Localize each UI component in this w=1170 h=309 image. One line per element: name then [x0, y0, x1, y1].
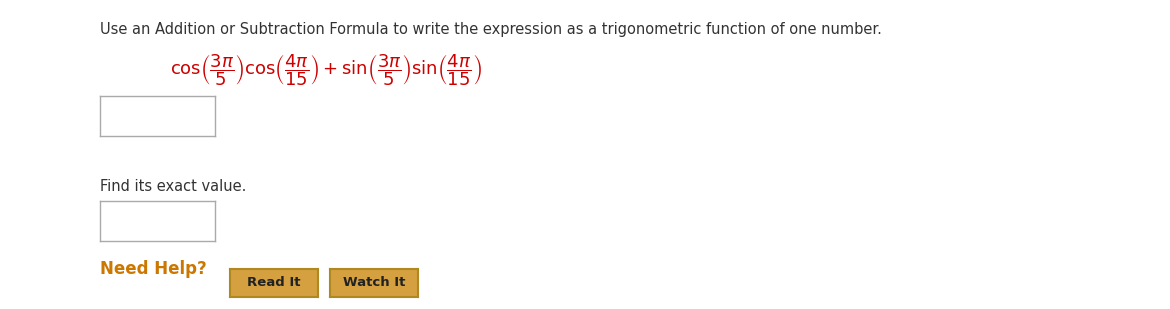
Text: Need Help?: Need Help? [99, 260, 207, 278]
Text: Use an Addition or Subtraction Formula to write the expression as a trigonometri: Use an Addition or Subtraction Formula t… [99, 22, 882, 37]
Text: $\cos\!\left(\dfrac{3\pi}{5}\right)\cos\!\left(\dfrac{4\pi}{15}\right)+\sin\!\le: $\cos\!\left(\dfrac{3\pi}{5}\right)\cos\… [170, 53, 482, 88]
Text: Read It: Read It [247, 276, 301, 289]
Text: Watch It: Watch It [343, 276, 405, 289]
Text: Find its exact value.: Find its exact value. [99, 179, 247, 194]
